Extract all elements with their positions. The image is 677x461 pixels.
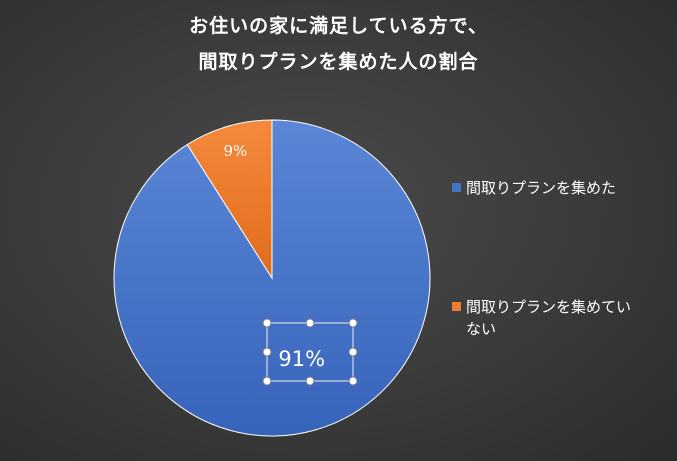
resize-handle[interactable] [348, 376, 358, 386]
resize-handle[interactable] [348, 318, 358, 328]
pie-slice-not-collected[interactable] [186, 119, 273, 280]
resize-handle[interactable] [262, 347, 272, 357]
legend-item-not-collected[interactable]: 間取りプランを集めていない [452, 296, 642, 340]
chart-title[interactable]: お住いの家に満足している方で、 間取りプランを集めた人の割合 [0, 8, 677, 80]
resize-handle[interactable] [305, 318, 315, 328]
legend-swatch-orange [452, 302, 461, 311]
label-selection-box[interactable] [262, 318, 358, 386]
resize-handle[interactable] [262, 376, 272, 386]
resize-handle[interactable] [348, 347, 358, 357]
legend-label-not-collected: 間取りプランを集めていない [466, 298, 632, 338]
chart-title-line-1: お住いの家に満足している方で、 [189, 15, 488, 37]
resize-handle[interactable] [305, 376, 315, 386]
legend-swatch-blue [452, 183, 461, 192]
legend-item-collected[interactable]: 間取りプランを集めた [452, 177, 642, 199]
chart-title-line-2: 間取りプランを集めた人の割合 [198, 51, 479, 73]
data-label-not-collected[interactable]: 9% [224, 142, 248, 160]
data-label-collected[interactable]: 91% [278, 347, 325, 371]
resize-handle[interactable] [262, 318, 272, 328]
legend-label-collected: 間取りプランを集めた [466, 179, 617, 197]
